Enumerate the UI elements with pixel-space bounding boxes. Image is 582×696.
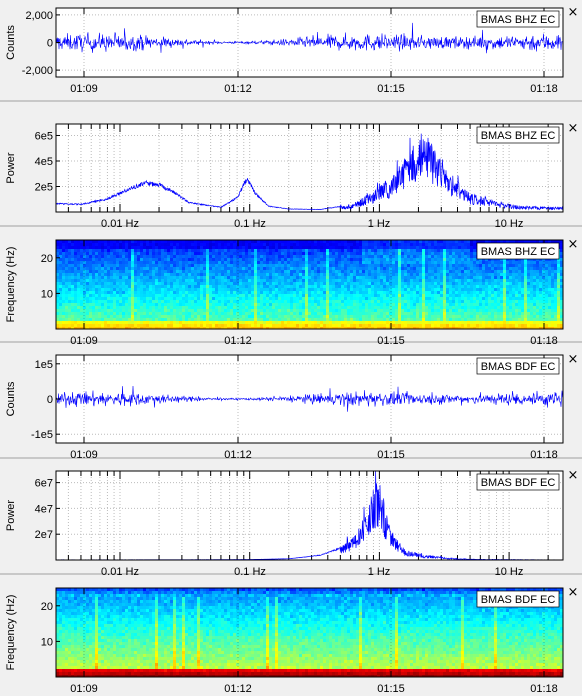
panel-5: 6e7 4e7 2e7 0.01 Hz 0.1 Hz 1 Hz 10 Hz Power BMAS… — [5, 468, 578, 578]
close-icon[interactable]: × — [568, 585, 579, 600]
y-tick-label: 4e5 — [35, 156, 53, 168]
station-label-text: BMAS BHZ EC — [481, 14, 556, 26]
x-tick-label: 01:12 — [224, 449, 252, 461]
x-tick-label: 01:18 — [530, 83, 558, 95]
station-label: BMAS BHZ EC — [476, 126, 560, 144]
y-tick-label: 4e7 — [35, 503, 53, 515]
x-tick-label: 01:18 — [530, 449, 558, 461]
x-tick-label: 0.01 Hz — [101, 566, 139, 578]
station-label-box — [476, 126, 560, 144]
plot-content — [56, 355, 563, 443]
y-axis-label: Counts — [5, 25, 17, 60]
plot-content — [56, 124, 563, 212]
y-tick-label: 1e5 — [35, 359, 53, 371]
panel-1: 2,000 0 -2,000 01:09 01:12 01:15 01:18 Counts BM… — [5, 5, 578, 95]
x-tick-label: 01:18 — [530, 335, 558, 347]
y-tick-label: 10 — [41, 288, 53, 300]
waveform-trace — [56, 22, 563, 54]
x-tick-label: 01:15 — [377, 683, 405, 695]
y-tick-label: 20 — [41, 601, 53, 613]
x-tick-label: 01:12 — [224, 683, 252, 695]
station-label-box — [476, 473, 560, 491]
x-tick-label: 01:09 — [70, 335, 98, 347]
station-label-text: BMAS BDF EC — [481, 361, 556, 373]
station-label: BMAS BDF EC — [476, 590, 560, 608]
x-tick-label: 1 Hz — [368, 218, 391, 230]
plot-frame — [55, 587, 564, 678]
y-tick-label: 10 — [41, 636, 53, 648]
y-tick-label: 6e5 — [35, 130, 53, 142]
x-tick-label: 01:15 — [377, 83, 405, 95]
x-tick-label: 01:09 — [70, 683, 98, 695]
plot-content — [56, 240, 563, 329]
panel-4: 1e5 0 -1e5 01:09 01:12 01:15 01:18 Counts BMAS B… — [5, 352, 578, 461]
x-tick-label: 10 Hz — [495, 566, 524, 578]
x-tick-label: 01:09 — [70, 83, 98, 95]
y-axis-label: Counts — [5, 381, 17, 416]
station-label-box — [476, 590, 560, 608]
plot-content — [56, 588, 563, 677]
x-tick-label: 0.01 Hz — [101, 218, 139, 230]
x-tick-label: 01:12 — [224, 83, 252, 95]
panel-3: 20 10 01:09 01:12 01:15 01:18 Frequency (Hz) BM… — [5, 237, 578, 347]
y-axis-label: Frequency (Hz) — [5, 595, 17, 671]
x-tick-label: 1 Hz — [368, 566, 391, 578]
x-tick-label: 01:12 — [224, 335, 252, 347]
plot-frame — [55, 470, 564, 561]
y-tick-label: 0 — [47, 394, 53, 406]
x-tick-label: 0.1 Hz — [234, 218, 266, 230]
close-icon[interactable]: × — [568, 237, 579, 252]
panel-6: 20 10 01:09 01:12 01:15 01:18 Frequency (Hz) BM… — [5, 585, 578, 695]
close-icon[interactable]: × — [568, 121, 579, 136]
y-tick-label: -2,000 — [22, 65, 53, 77]
station-label-text: BMAS BHZ EC — [481, 130, 556, 142]
station-label-box — [476, 10, 560, 28]
station-label-box — [476, 357, 560, 375]
y-tick-label: 20 — [41, 253, 53, 265]
y-axis-label: Power — [5, 152, 17, 184]
x-tick-label: 01:18 — [530, 683, 558, 695]
spectrum-trace — [56, 133, 563, 211]
x-tick-label: 01:09 — [70, 449, 98, 461]
station-label: BMAS BHZ EC — [476, 10, 560, 28]
y-tick-label: 6e7 — [35, 478, 53, 490]
station-label: BMAS BDF EC — [476, 357, 560, 375]
close-icon[interactable]: × — [568, 352, 579, 367]
panel-2: 6e5 4e5 2e5 0.01 Hz 0.1 Hz 1 Hz 10 Hz Power BMAS… — [5, 121, 578, 230]
plot-frame — [55, 239, 564, 330]
y-tick-label: 2e7 — [35, 529, 53, 541]
y-tick-label: 2e5 — [35, 181, 53, 193]
y-tick-label: -1e5 — [31, 429, 53, 441]
station-label-text: BMAS BDF EC — [481, 594, 556, 606]
close-icon[interactable]: × — [568, 5, 579, 20]
plot-content — [56, 8, 563, 77]
station-label: BMAS BDF EC — [476, 473, 560, 491]
y-tick-label: 2,000 — [25, 10, 53, 22]
x-tick-label: 0.1 Hz — [234, 566, 266, 578]
y-axis-label: Power — [5, 500, 17, 532]
station-label-box — [476, 242, 560, 260]
station-label-text: BMAS BDF EC — [481, 477, 556, 489]
y-axis-label: Frequency (Hz) — [5, 247, 17, 323]
station-label-text: BMAS BHZ EC — [481, 246, 556, 258]
x-tick-label: 01:15 — [377, 449, 405, 461]
plot-frame — [55, 123, 564, 213]
close-icon[interactable]: × — [568, 468, 579, 483]
waveform-trace — [56, 385, 563, 412]
y-tick-label: 0 — [47, 38, 53, 50]
x-tick-label: 01:15 — [377, 335, 405, 347]
x-tick-label: 10 Hz — [495, 218, 524, 230]
station-label: BMAS BHZ EC — [476, 242, 560, 260]
